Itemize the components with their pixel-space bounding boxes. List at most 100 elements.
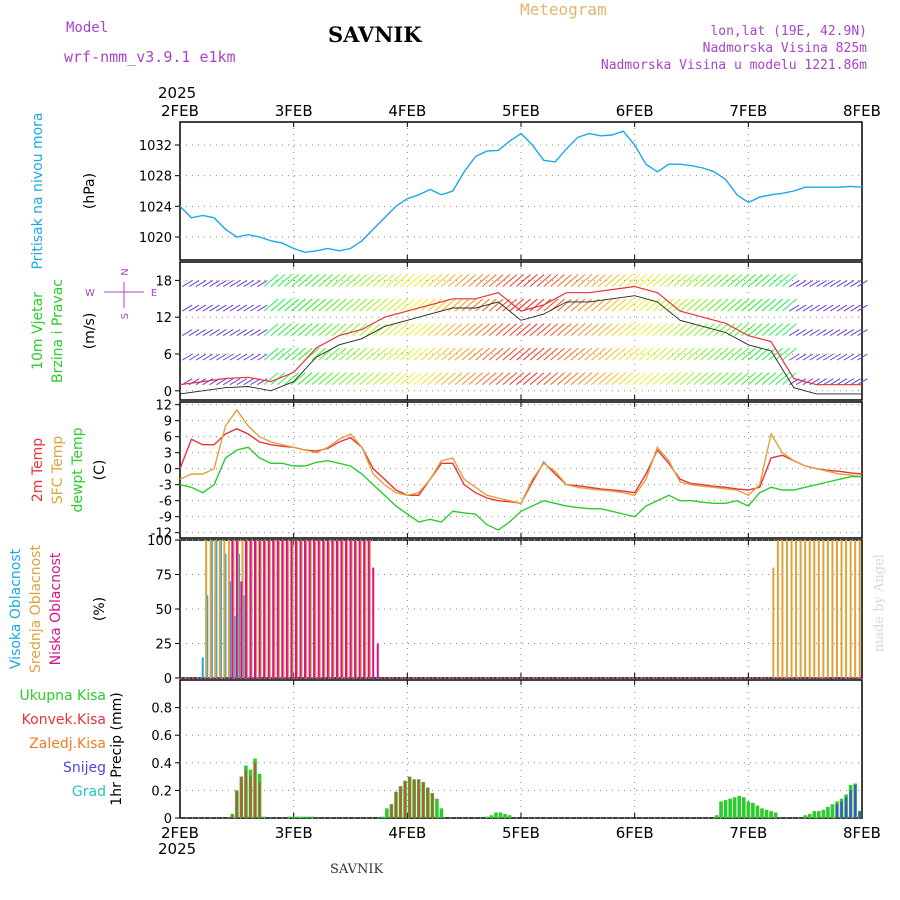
date-label-bottom: 3FEB [275,824,313,842]
wind-barb [216,304,227,312]
total-precip-bar [769,811,773,818]
wind-barb [441,274,456,287]
low-cloud-bar [308,540,311,678]
total-precip-bar [498,812,503,818]
wind-barb [331,274,347,287]
wind-barb [345,274,361,287]
wind-barb [372,298,388,312]
wind-barb [495,372,511,386]
wind-barb [482,372,497,386]
wind-barb [700,372,715,386]
wind-barb [488,372,504,386]
wind-barb [468,347,484,361]
wind-barb [748,298,763,312]
temperature-ytick-label: -6 [159,495,172,510]
total-precip-bar [380,816,385,818]
wind-barb [263,347,279,361]
wind-barb [686,298,702,312]
wind-barb [748,372,763,386]
wind-barb [700,323,715,336]
wind-barb [454,347,470,361]
wind-barb [291,347,306,361]
wind-barb [618,323,634,336]
mid-cloud-bar [323,540,326,678]
wind-barb [407,323,422,336]
total-precip-bar [803,815,807,818]
total-precip-bar [821,809,826,818]
mid-cloud-bar [209,540,212,678]
mid-cloud-bar [341,540,344,678]
temp-axis-2m: 2m Temp [30,438,46,502]
wind-barb [229,280,241,287]
mid-cloud-bar [218,540,221,678]
wind-barb [652,323,668,336]
wind-barb [570,347,586,361]
model-label: Model [66,20,109,36]
mid-cloud-bar [223,540,226,678]
wind-barb [666,274,681,287]
wind-barb [604,274,620,287]
wind-barb [216,329,227,337]
mid-cloud-bar [790,540,793,678]
wind-barb [461,323,477,336]
wind-barb [400,298,415,312]
wind-barb [775,347,790,361]
wind-barb [782,298,797,312]
wind-barb [645,347,661,361]
wind-barb [741,372,756,386]
wind-barb [659,347,674,361]
low-cloud-bar [294,540,297,678]
wind-barb [434,372,449,386]
wind-barb [427,274,443,287]
wind-barb [693,372,709,386]
low-cloud-bar [322,540,325,678]
wind-barb [536,347,552,361]
wind-barb [557,323,572,336]
mid-cloud-bar [795,540,798,678]
low-cloud-bar [376,643,379,678]
wind-barb [441,372,456,386]
date-label-bottom: 6FEB [616,824,654,842]
wind-barb [741,347,756,361]
conv-precip-bar [408,776,411,818]
wind-barb [597,323,613,336]
wind-barb [850,280,861,287]
wind-ytick-label: 6 [164,348,172,363]
wind-barb [195,304,207,312]
wind-barb [707,347,722,361]
wind-barb [645,298,661,312]
wind-barb [461,347,477,361]
wind-barb [338,274,354,287]
elevation-readout: Nadmorska Visina 825m [702,41,867,56]
total-precip-bar [764,809,769,818]
wind-barb [202,280,213,287]
wind-barb [666,347,681,361]
wind-barb [413,372,429,386]
low-cloud-bar [258,540,261,678]
wind-barb [386,274,402,287]
wind-barb [768,298,784,312]
wind-barb [686,372,702,386]
wind-barb [522,372,538,386]
wind-barb [836,304,848,312]
wind-barb [338,323,354,336]
total-precip-bar [310,816,314,818]
wind-barb [529,347,545,361]
mid-cloud-bar [241,540,244,678]
wind-barb [563,274,579,287]
temperature-ytick-label: 12 [155,399,172,414]
date-label-top: 3FEB [275,102,313,120]
wind-barb [345,347,361,361]
mid-cloud-bar [268,540,271,678]
total-precip-bar [732,797,737,818]
wind-barb [331,323,347,336]
wind-barb [522,323,538,336]
wind-barb [795,280,807,287]
pressure-axis-unit: (hPa) [82,173,98,209]
wind-barb [488,347,504,361]
wind-barb [829,329,841,337]
wind-barb [420,323,436,336]
wind-barb [713,372,729,386]
low-cloud-bar [254,540,257,678]
mid-cloud-bar [781,540,784,678]
